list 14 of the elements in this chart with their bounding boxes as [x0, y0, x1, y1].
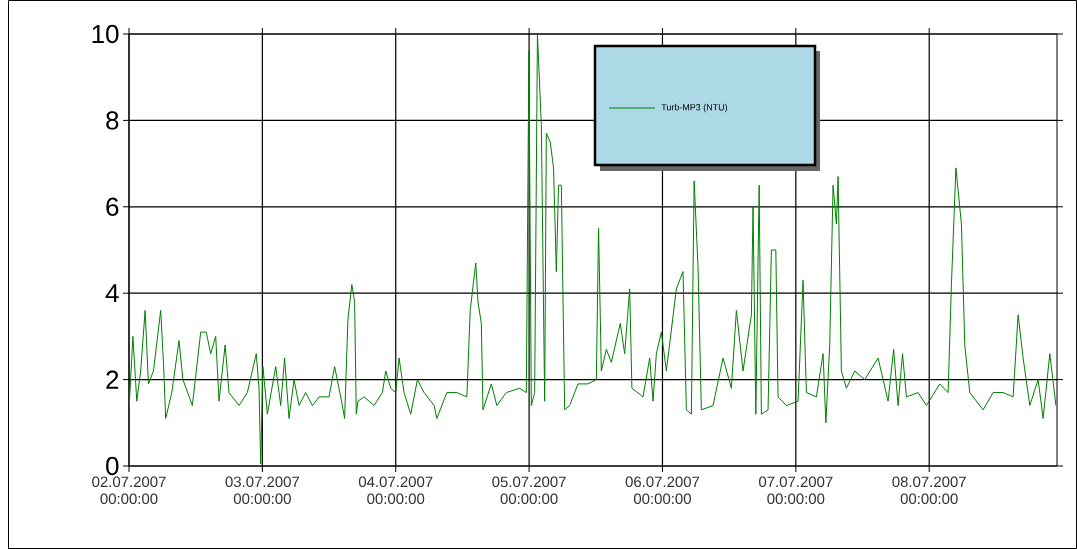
x-tick-label: 04.07.2007 00:00:00	[358, 476, 433, 505]
x-tick-label: 02.07.2007 00:00:00	[92, 476, 166, 505]
y-tick-label: 10	[92, 24, 119, 44]
y-tick-label: 2	[106, 370, 119, 389]
y-tick-label: 4	[105, 284, 119, 303]
x-tick-label: 05.07.2007 00:00:00	[492, 476, 566, 505]
x-tick-label: 06.07.2007 00:00:00	[625, 476, 700, 505]
x-tick-label: 07.07.2007 00:00:00	[759, 476, 833, 505]
y-tick-label: 6	[106, 197, 119, 216]
y-tick-label: 8	[106, 111, 119, 130]
x-tick-label: 03.07.2007 00:00:00	[225, 476, 299, 505]
text: Turb-MP3 (NTU)	[661, 103, 728, 113]
y-tick-label: 0	[106, 456, 119, 476]
x-tick-label: 08.07.2007 00:00:00	[892, 476, 966, 505]
